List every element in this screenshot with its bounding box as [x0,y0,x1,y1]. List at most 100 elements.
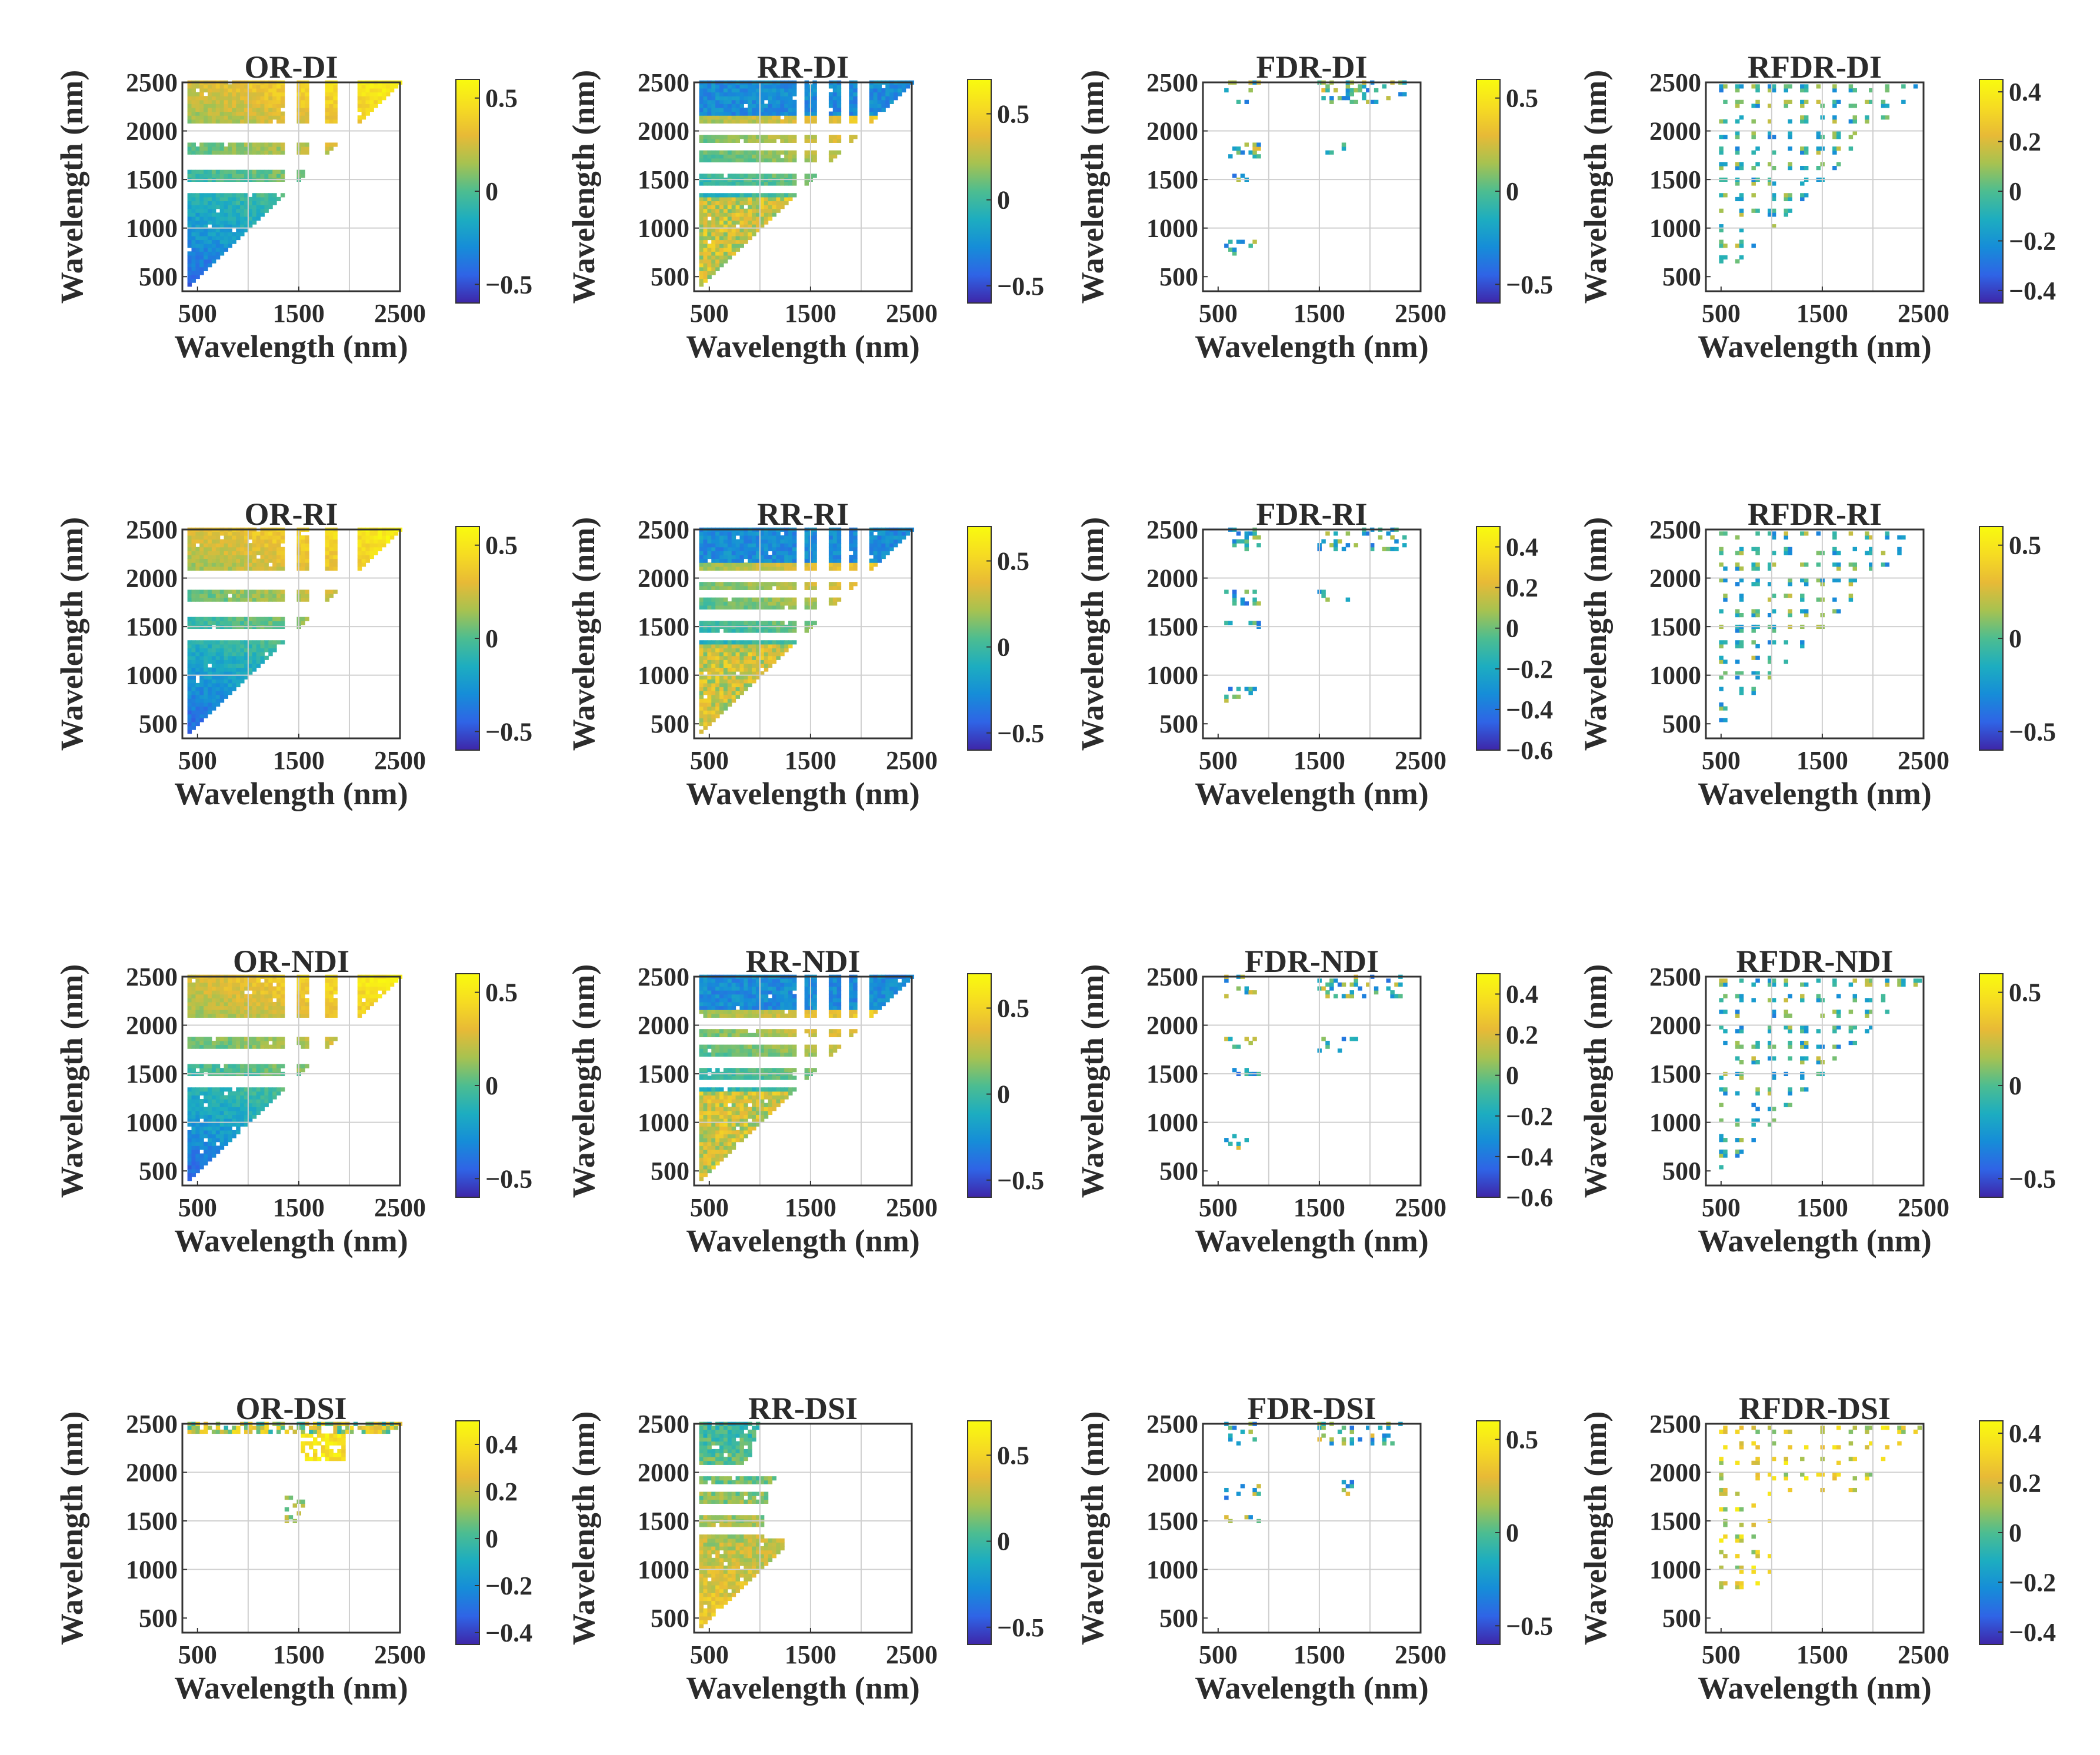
heatmap-cell [191,1005,196,1010]
heatmap-cell [699,655,704,660]
heatmap-cell [699,259,704,264]
heatmap-cell [215,1040,221,1045]
heatmap-cell [1751,193,1756,198]
heatmap-cell [208,1040,212,1045]
heatmap-cell [191,1126,196,1131]
heatmap-cell [873,84,878,89]
heatmap-cell [208,1126,212,1131]
heatmap-cell [252,640,257,645]
heatmap-cell [191,566,196,571]
heatmap-cell [199,267,204,271]
heatmap-cell [804,99,809,104]
heatmap-cell [832,562,838,567]
heatmap-cell [244,640,249,645]
heatmap-cell [788,566,793,571]
heatmap-cell [228,1114,232,1119]
heatmap-cell [211,706,216,711]
heatmap-cell [699,660,704,664]
heatmap-cell [219,597,225,602]
heatmap-cell [191,1122,196,1127]
heatmap-cell [199,107,204,112]
heatmap-cell [1788,99,1792,104]
heatmap-cell [723,111,728,116]
heatmap-cell [1848,582,1854,587]
heatmap-cell [719,682,724,688]
heatmap-cell [195,1134,200,1138]
heatmap-cell [361,539,366,544]
heatmap-cell [256,146,261,151]
heatmap-cell [748,543,752,548]
x-tick-label: 2500 [886,299,938,328]
heatmap-cell [305,1064,309,1068]
colorbar-tick-label: 0 [997,186,1010,215]
heatmap-cell [195,119,200,124]
heatmap-cell [1398,92,1403,96]
heatmap-cell [715,92,720,96]
heatmap-cell [268,547,273,551]
heatmap-cell [232,655,236,660]
heatmap-cell [260,1064,265,1068]
heatmap-cell [699,543,704,548]
heatmap-cell [1735,166,1740,171]
heatmap-cell [715,644,720,649]
heatmap-cell [1248,150,1253,155]
heatmap-cell [195,212,200,217]
heatmap-cell [329,96,334,101]
heatmap-cell [264,543,269,548]
y-tick-label: 1500 [126,612,178,641]
heatmap-cell [187,1161,192,1165]
heatmap-cell [382,92,386,96]
heatmap-cell [357,107,362,112]
heatmap-cell [224,224,229,229]
heatmap-cell [836,535,842,540]
heatmap-cell [333,99,338,104]
heatmap-cell [711,107,716,112]
heatmap-cell [707,682,712,688]
heatmap-cell [703,158,708,162]
heatmap-cell [264,551,269,555]
heatmap-cell [199,998,204,1003]
heatmap-cell [1345,88,1351,93]
heatmap-cell [219,1037,225,1041]
heatmap-cell [828,119,834,124]
heatmap-cell [711,531,716,536]
heatmap-cell [236,667,241,672]
heatmap-cell [748,174,752,178]
heatmap-cell [1832,104,1837,108]
heatmap-cell [224,1107,229,1111]
heatmap-cell [739,224,744,229]
heatmap-cell [1832,535,1837,540]
heatmap-cell [707,706,712,711]
heatmap-cell [240,1087,245,1092]
heatmap-cell [187,142,192,147]
heatmap-cell [1232,597,1237,602]
heatmap-cell [232,111,236,116]
heatmap-cell [211,1095,216,1100]
heatmap-cell [1788,613,1792,618]
heatmap-cell [719,539,724,544]
heatmap-cell [699,667,704,672]
heatmap-cell [723,212,728,217]
heatmap-cell [877,104,882,108]
heatmap-cell [204,667,208,672]
heatmap-cell [715,621,720,625]
heatmap-cell [244,216,249,221]
heatmap-cell [727,115,732,120]
heatmap-cell [215,687,221,691]
x-axis-label: Wavelength (nm) [1195,776,1429,811]
heatmap-cell [881,539,886,544]
heatmap-cell [264,1091,269,1096]
heatmap-cell [772,582,776,587]
heatmap-cell [739,648,744,652]
heatmap-cell [236,1040,241,1045]
heatmap-cell [768,111,773,116]
heatmap-cell [764,197,769,202]
y-tick-label: 500 [1662,710,1701,738]
heatmap-cell [727,535,732,540]
heatmap-cell [772,535,776,540]
heatmap-cell [703,263,708,268]
heatmap-cell [215,694,221,699]
heatmap-cell [244,88,249,93]
heatmap-cell [365,92,370,96]
heatmap-cell [703,582,708,587]
